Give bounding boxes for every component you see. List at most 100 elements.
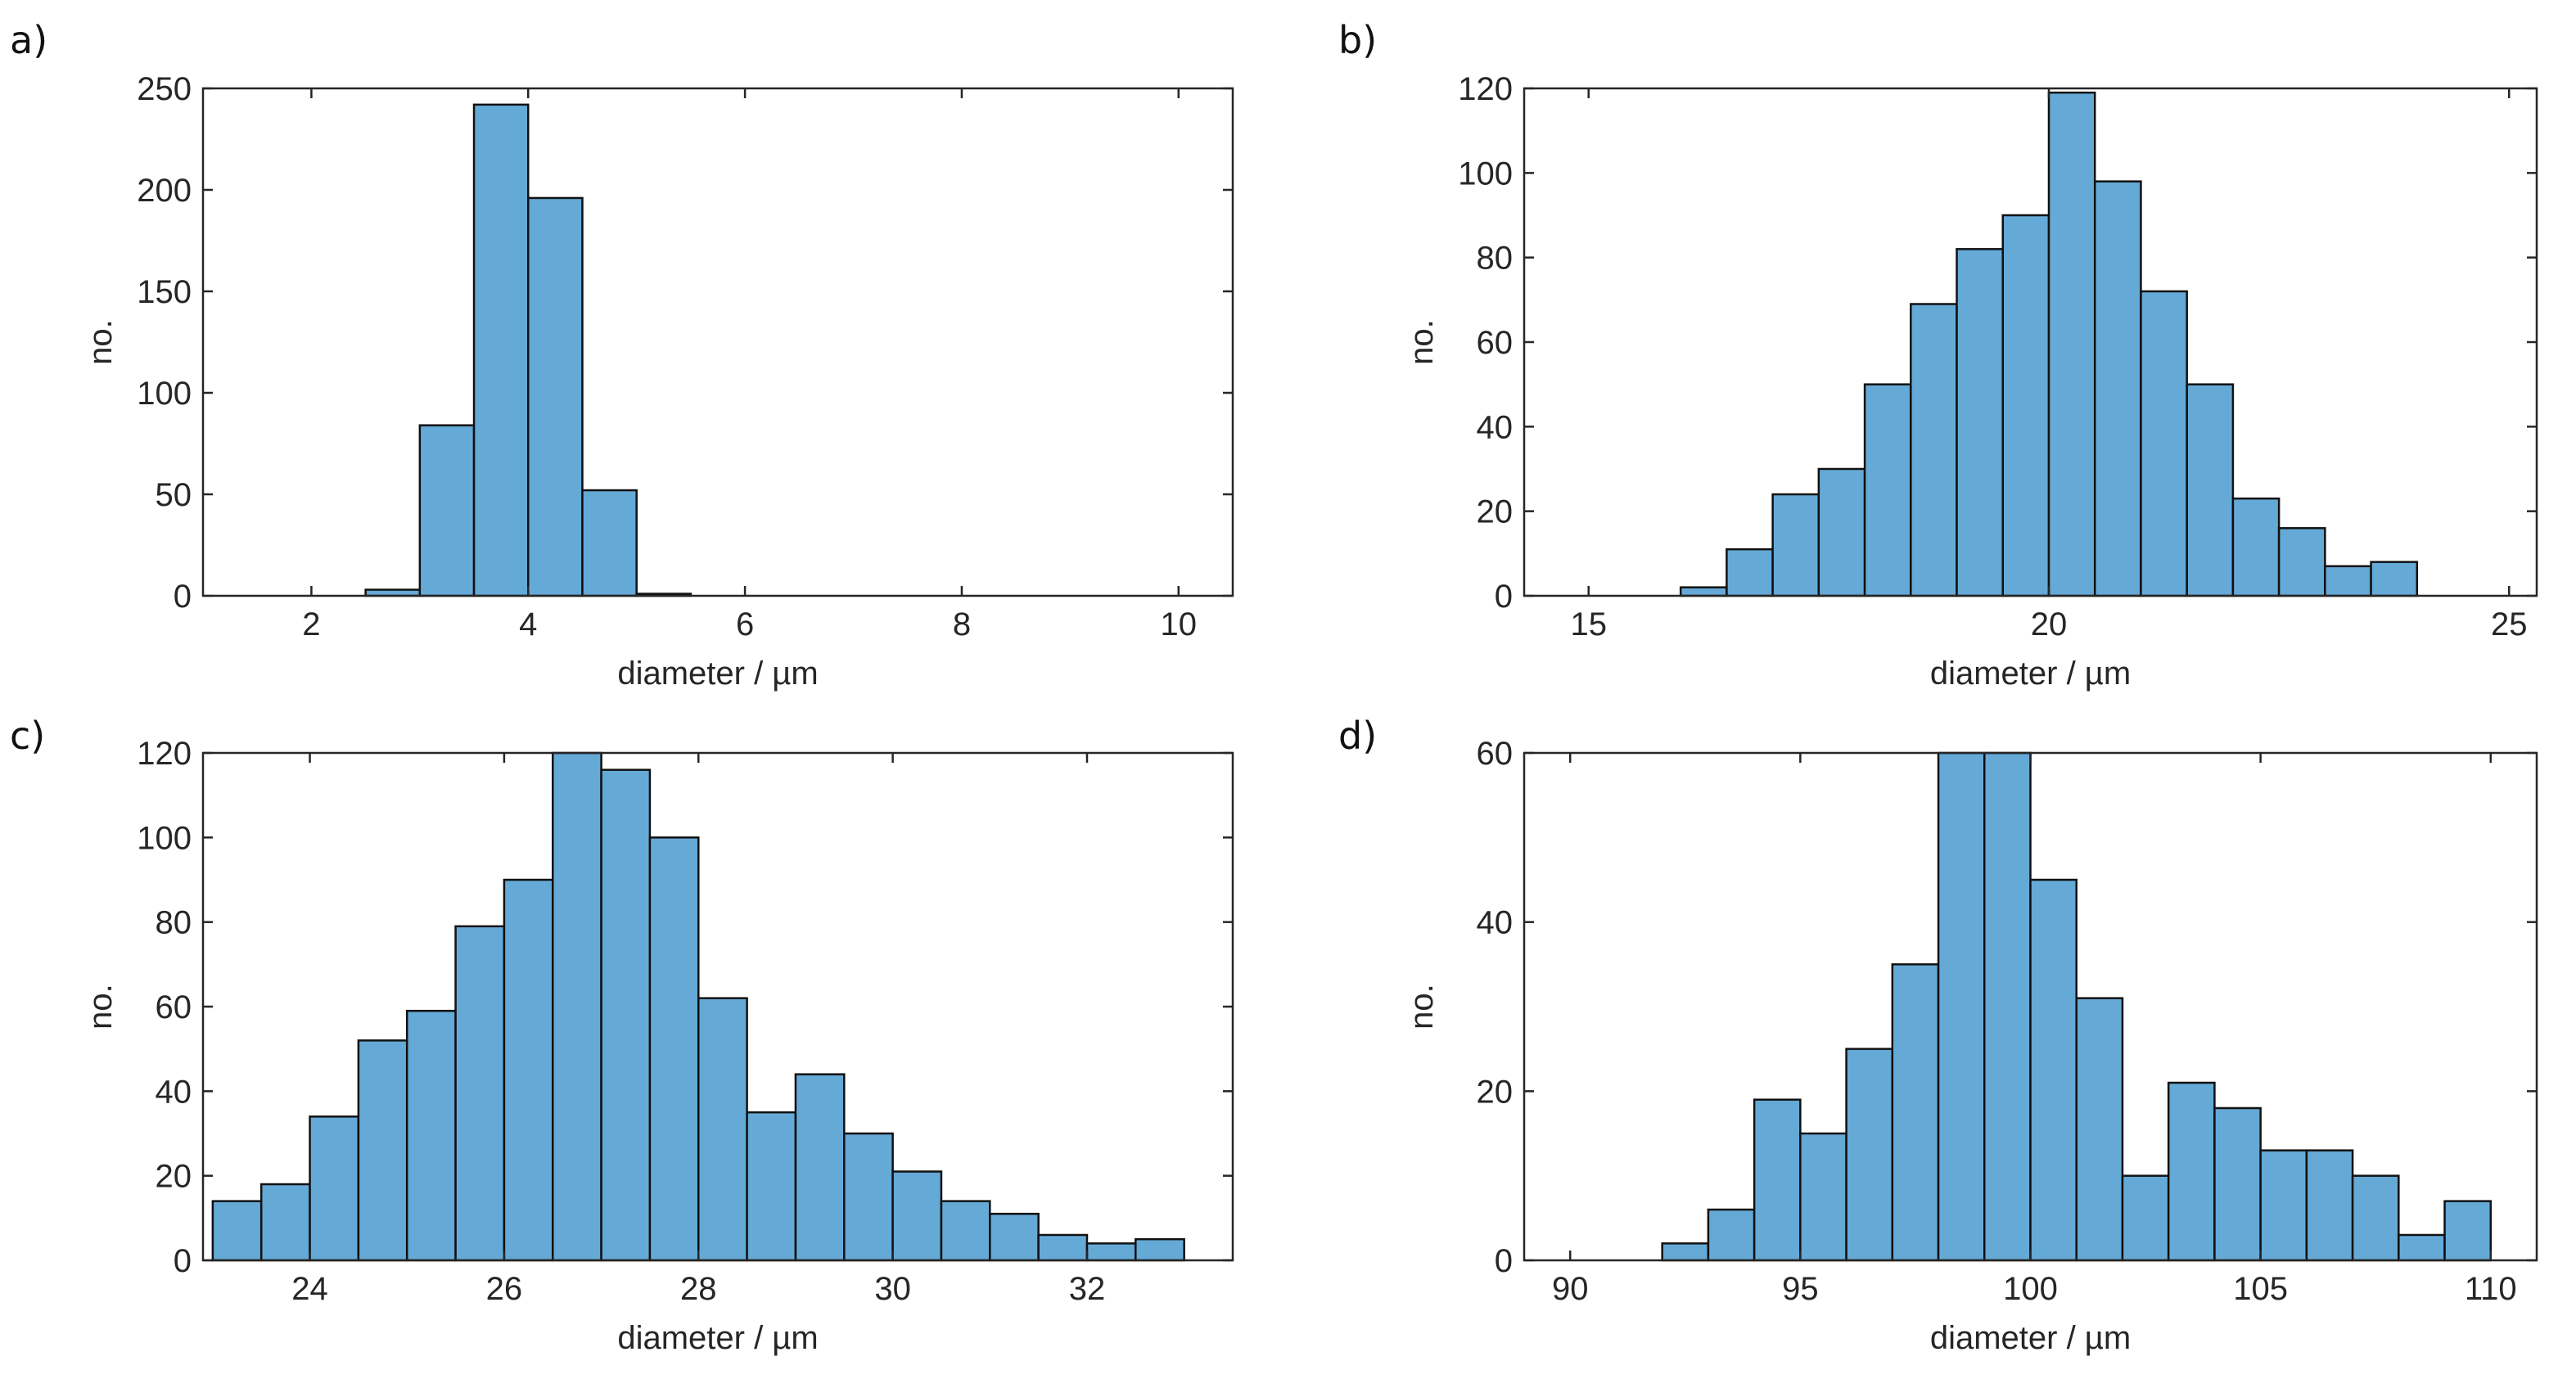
histogram-bar [259, 1183, 311, 1262]
x-tick-label: 26 [486, 1271, 523, 1307]
x-tick-label: 4 [519, 606, 537, 642]
y-axis-label: no. [83, 984, 119, 1030]
y-tick-label: 0 [174, 579, 192, 615]
y-tick-label: 40 [156, 1074, 192, 1110]
histogram-bar [2277, 527, 2326, 597]
histogram-bar [1726, 548, 1774, 597]
histogram-bar [1817, 467, 1866, 597]
histogram-bar [581, 489, 638, 597]
histogram-bar [1863, 383, 1912, 597]
histogram-bar [1937, 751, 1986, 1262]
histogram-bar [1845, 1048, 1894, 1262]
x-tick-label: 100 [2003, 1271, 2058, 1307]
histogram-bar [940, 1200, 991, 1262]
x-tick-label: 6 [736, 606, 754, 642]
y-tick-label: 60 [156, 989, 192, 1025]
y-tick-label: 0 [1495, 579, 1513, 615]
histogram-bar [1799, 1132, 1847, 1262]
histogram-bar [989, 1212, 1040, 1262]
histogram-bar [2121, 1174, 2170, 1262]
y-axis-label: no. [1404, 984, 1440, 1030]
histogram-bar [1037, 1233, 1089, 1262]
y-tick-label: 20 [1477, 494, 1514, 530]
histogram-bar [1910, 303, 1958, 597]
y-tick-label: 60 [1477, 736, 1514, 772]
x-tick-label: 8 [953, 606, 971, 642]
histogram-bar [418, 424, 476, 597]
histogram-panel-c: c) 24 26 28 30 32 0 20 40 60 80 100 120 diameter / µm… [10, 714, 1234, 1356]
histogram-bar [794, 1073, 846, 1262]
y-tick-label: 20 [156, 1159, 192, 1195]
x-tick-label: 15 [1570, 606, 1607, 642]
histogram-bar [2093, 180, 2142, 597]
x-tick-label: 10 [1161, 606, 1198, 642]
histogram-bar [1085, 1242, 1137, 1262]
y-tick-label: 50 [156, 477, 192, 513]
y-tick-label: 150 [137, 274, 192, 310]
histogram-bar [1753, 1098, 1802, 1262]
histogram-bar [2259, 1149, 2308, 1262]
histogram-bar [697, 997, 748, 1262]
histogram-bar [2047, 91, 2096, 597]
histogram-bar [2001, 214, 2050, 597]
panel-label: c) [10, 714, 45, 758]
histogram-panel-d: d) 90 95 100 105 110 0 20 40 60 diameter / µm no. [1338, 714, 2538, 1356]
y-axis-label: no. [1404, 319, 1440, 365]
histogram-bar [2324, 565, 2372, 597]
y-tick-label: 100 [137, 820, 192, 856]
y-tick-label: 250 [137, 71, 192, 107]
histogram-bar [2075, 997, 2124, 1262]
x-tick-label: 20 [2031, 606, 2068, 642]
panel-label: b) [1338, 18, 1377, 62]
histogram-bar [309, 1115, 360, 1262]
x-tick-label: 25 [2491, 606, 2528, 642]
histogram-bar [1135, 1237, 1185, 1262]
histogram-bar [503, 878, 554, 1262]
y-tick-label: 40 [1477, 409, 1514, 445]
x-axis-label: diameter / µm [1930, 656, 2131, 692]
axes-frame [201, 87, 1234, 597]
histogram-bar [648, 836, 700, 1262]
histogram-bar [1956, 248, 2005, 597]
histogram-bar [472, 103, 530, 597]
x-tick-label: 110 [2465, 1271, 2517, 1307]
histogram-bar [2351, 1174, 2400, 1262]
y-tick-label: 100 [137, 376, 192, 412]
panel-label: d) [1338, 714, 1377, 758]
histogram-bar [2140, 290, 2188, 597]
x-tick-label: 32 [1069, 1271, 1106, 1307]
histogram-bar [2398, 1233, 2446, 1262]
y-tick-label: 80 [156, 905, 192, 941]
x-axis-label: diameter / µm [1930, 1320, 2131, 1356]
histogram-bar [843, 1132, 894, 1262]
histogram-bar [1891, 963, 1940, 1262]
histogram-bar [2231, 497, 2281, 597]
histogram-bar [600, 768, 652, 1262]
panel-label: a) [10, 18, 47, 62]
y-axis-label: no. [83, 319, 119, 365]
y-tick-label: 120 [1458, 71, 1513, 107]
histogram-bar [2305, 1149, 2354, 1262]
histogram-bar [746, 1111, 797, 1262]
y-tick-label: 0 [1495, 1243, 1513, 1279]
x-tick-label: 90 [1552, 1271, 1589, 1307]
histogram-bar [2167, 1081, 2216, 1262]
x-axis-label: diameter / µm [617, 1320, 818, 1356]
histogram-bar [1679, 586, 1728, 597]
histogram-bar [551, 751, 602, 1262]
x-tick-label: 28 [680, 1271, 717, 1307]
histogram-bar [1707, 1208, 1756, 1262]
histogram-bar [1983, 751, 2032, 1262]
y-tick-label: 0 [174, 1243, 192, 1279]
x-tick-label: 30 [874, 1271, 911, 1307]
histogram-bar [454, 925, 506, 1262]
histogram-bar [1661, 1242, 1710, 1262]
y-tick-label: 100 [1458, 155, 1513, 192]
histogram-bar [2186, 383, 2235, 597]
histogram-bar [1771, 493, 1820, 597]
x-tick-label: 24 [291, 1271, 328, 1307]
y-tick-label: 40 [1477, 905, 1514, 941]
histogram-bar [357, 1039, 408, 1262]
x-tick-label: 2 [302, 606, 320, 642]
